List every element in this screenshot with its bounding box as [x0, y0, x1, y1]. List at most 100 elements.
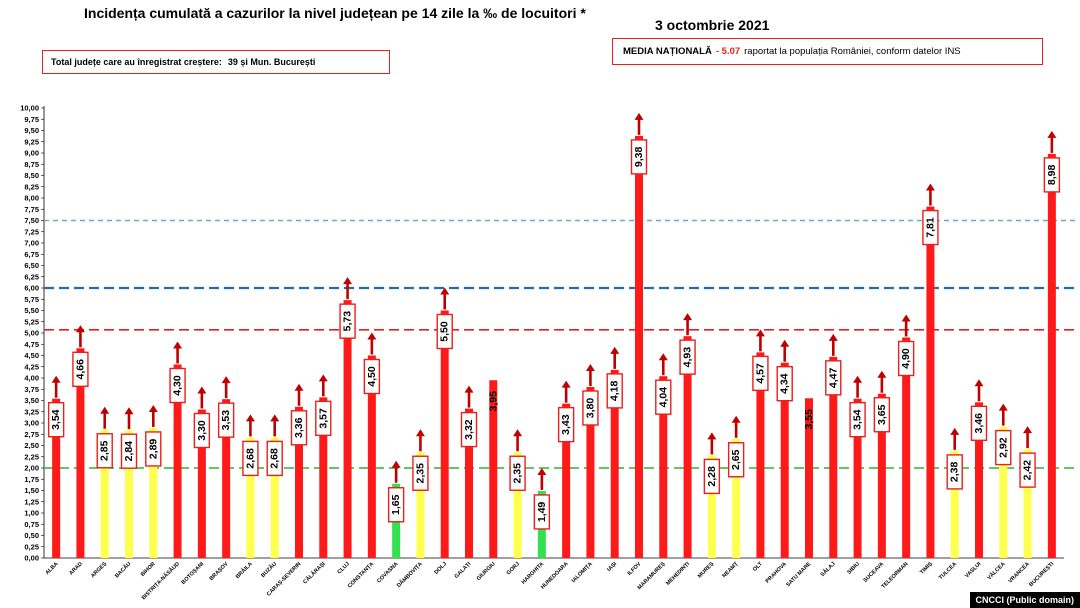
x-tick-label: BRAȘOV — [209, 561, 230, 582]
increase-arrow-head — [245, 414, 255, 422]
x-tick-label: MEHEDINȚI — [665, 561, 691, 587]
value-label-box — [873, 397, 891, 433]
x-tick-label: VÂLCEA — [986, 560, 1007, 581]
y-tick-label: 1,50 — [24, 486, 39, 495]
x-tick-label: DÂMBOVIȚA — [395, 560, 424, 589]
bar — [756, 352, 765, 558]
bar — [173, 364, 182, 558]
value-label: 3,43 — [560, 414, 572, 435]
value-label-box — [460, 411, 478, 448]
x-tick-label: IALOMIȚA — [571, 561, 594, 584]
value-label: 9,38 — [633, 147, 645, 168]
value-label: 1,49 — [536, 502, 548, 523]
increase-arrow-head — [270, 414, 280, 422]
value-label-box — [970, 405, 988, 441]
y-tick-label: 0,25 — [24, 542, 39, 551]
value-label-box — [922, 209, 939, 246]
bar — [975, 402, 983, 558]
bar — [416, 452, 425, 558]
bar — [367, 355, 376, 558]
increase-arrow-head — [464, 385, 474, 393]
value-label-box — [315, 400, 332, 437]
x-tick-label: HARGHITA — [521, 561, 545, 585]
value-label: 3,80 — [584, 398, 596, 419]
value-label-box — [557, 406, 575, 443]
x-tick-label: DOLJ — [434, 561, 449, 576]
image-credit: CNCCI (Public domain) — [969, 592, 1080, 608]
value-label-box — [120, 433, 138, 469]
value-label-box — [995, 429, 1012, 466]
value-label-box — [290, 410, 308, 446]
bar — [246, 437, 255, 558]
value-label-box — [387, 487, 405, 523]
y-tick-label: 8,75 — [24, 160, 39, 169]
national-average-note: raportat la populația României, conform … — [744, 46, 961, 57]
increase-arrow-head — [731, 415, 741, 423]
value-label: 3,54 — [50, 409, 62, 430]
value-label: 4,50 — [366, 366, 378, 387]
bar — [732, 438, 741, 558]
value-label: 8,98 — [1046, 165, 1058, 186]
value-label: 2,35 — [414, 463, 426, 484]
value-label: 3,55 — [803, 409, 815, 430]
total-increase-box: Total județe care au înregistrat creșter… — [42, 50, 390, 74]
bar — [586, 387, 595, 558]
x-tick-label: OLT — [752, 561, 764, 573]
value-label: 3,32 — [463, 419, 475, 440]
value-label-box — [825, 360, 842, 396]
value-label: 2,68 — [269, 448, 281, 469]
x-tick-label: IAȘI — [606, 561, 618, 573]
x-tick-label: CONSTANȚA — [347, 561, 375, 589]
y-tick-label: 3,75 — [24, 385, 39, 394]
y-tick-label: 4,50 — [24, 351, 39, 360]
y-tick-label: 10,00 — [20, 104, 39, 113]
y-tick-label: 9,25 — [24, 137, 39, 146]
bar — [902, 337, 911, 558]
x-tick-label: TIMIȘ — [919, 561, 934, 576]
value-label: 4,66 — [74, 359, 86, 380]
y-tick-label: 7,50 — [24, 216, 39, 225]
increase-arrow-head — [634, 112, 644, 120]
total-increase-label: Total județe care au înregistrat creșter… — [51, 57, 222, 67]
value-label-box — [509, 455, 526, 491]
x-tick-label: CĂLĂRAȘI — [302, 560, 327, 585]
increase-arrow-head — [877, 370, 887, 378]
increase-arrow-head — [998, 403, 1008, 411]
value-label: 3,95 — [487, 391, 499, 412]
x-tick-label: ALBA — [45, 561, 60, 576]
x-tick-label: SĂLAJ — [819, 560, 837, 578]
increase-arrow-head — [75, 325, 85, 333]
value-label-box — [436, 313, 453, 350]
increase-arrow-head — [1023, 426, 1033, 434]
bar — [149, 427, 158, 558]
y-tick-label: 6,00 — [24, 284, 39, 293]
y-tick-label: 2,50 — [24, 441, 39, 450]
y-tick-label: 7,25 — [24, 227, 39, 236]
x-tick-label: NEAMȚ — [721, 561, 740, 580]
value-label: 2,42 — [1022, 460, 1034, 481]
national-average-label: MEDIA NAȚIONALĂ — [623, 46, 712, 57]
x-tick-label: BUCUREȘTI — [1028, 561, 1055, 588]
x-tick-label: MUREȘ — [697, 561, 716, 580]
increase-arrow-head — [415, 429, 425, 437]
value-label-box — [242, 440, 259, 477]
chart-date: 3 octombrie 2021 — [655, 17, 770, 33]
value-label-box — [655, 379, 672, 415]
value-label: 2,85 — [99, 440, 111, 461]
value-label: 4,30 — [172, 375, 184, 396]
value-label-box — [266, 440, 283, 477]
bar — [319, 397, 328, 558]
value-label: 2,65 — [730, 449, 742, 470]
bar — [950, 450, 959, 558]
x-tick-label: BUZĂU — [260, 560, 279, 579]
value-label: 3,53 — [220, 410, 232, 431]
increase-arrow-head — [707, 432, 717, 440]
y-tick-label: 1,00 — [24, 509, 39, 518]
y-tick-label: 2,00 — [24, 464, 39, 473]
increase-arrow-head — [853, 375, 863, 383]
value-label: 3,30 — [196, 420, 208, 441]
national-average-box: MEDIA NAȚIONALĂ - 5.07 raportat la popul… — [612, 38, 1043, 65]
value-label-box — [412, 455, 429, 491]
increase-arrow-head — [925, 183, 935, 191]
increase-arrow-head — [124, 407, 134, 415]
